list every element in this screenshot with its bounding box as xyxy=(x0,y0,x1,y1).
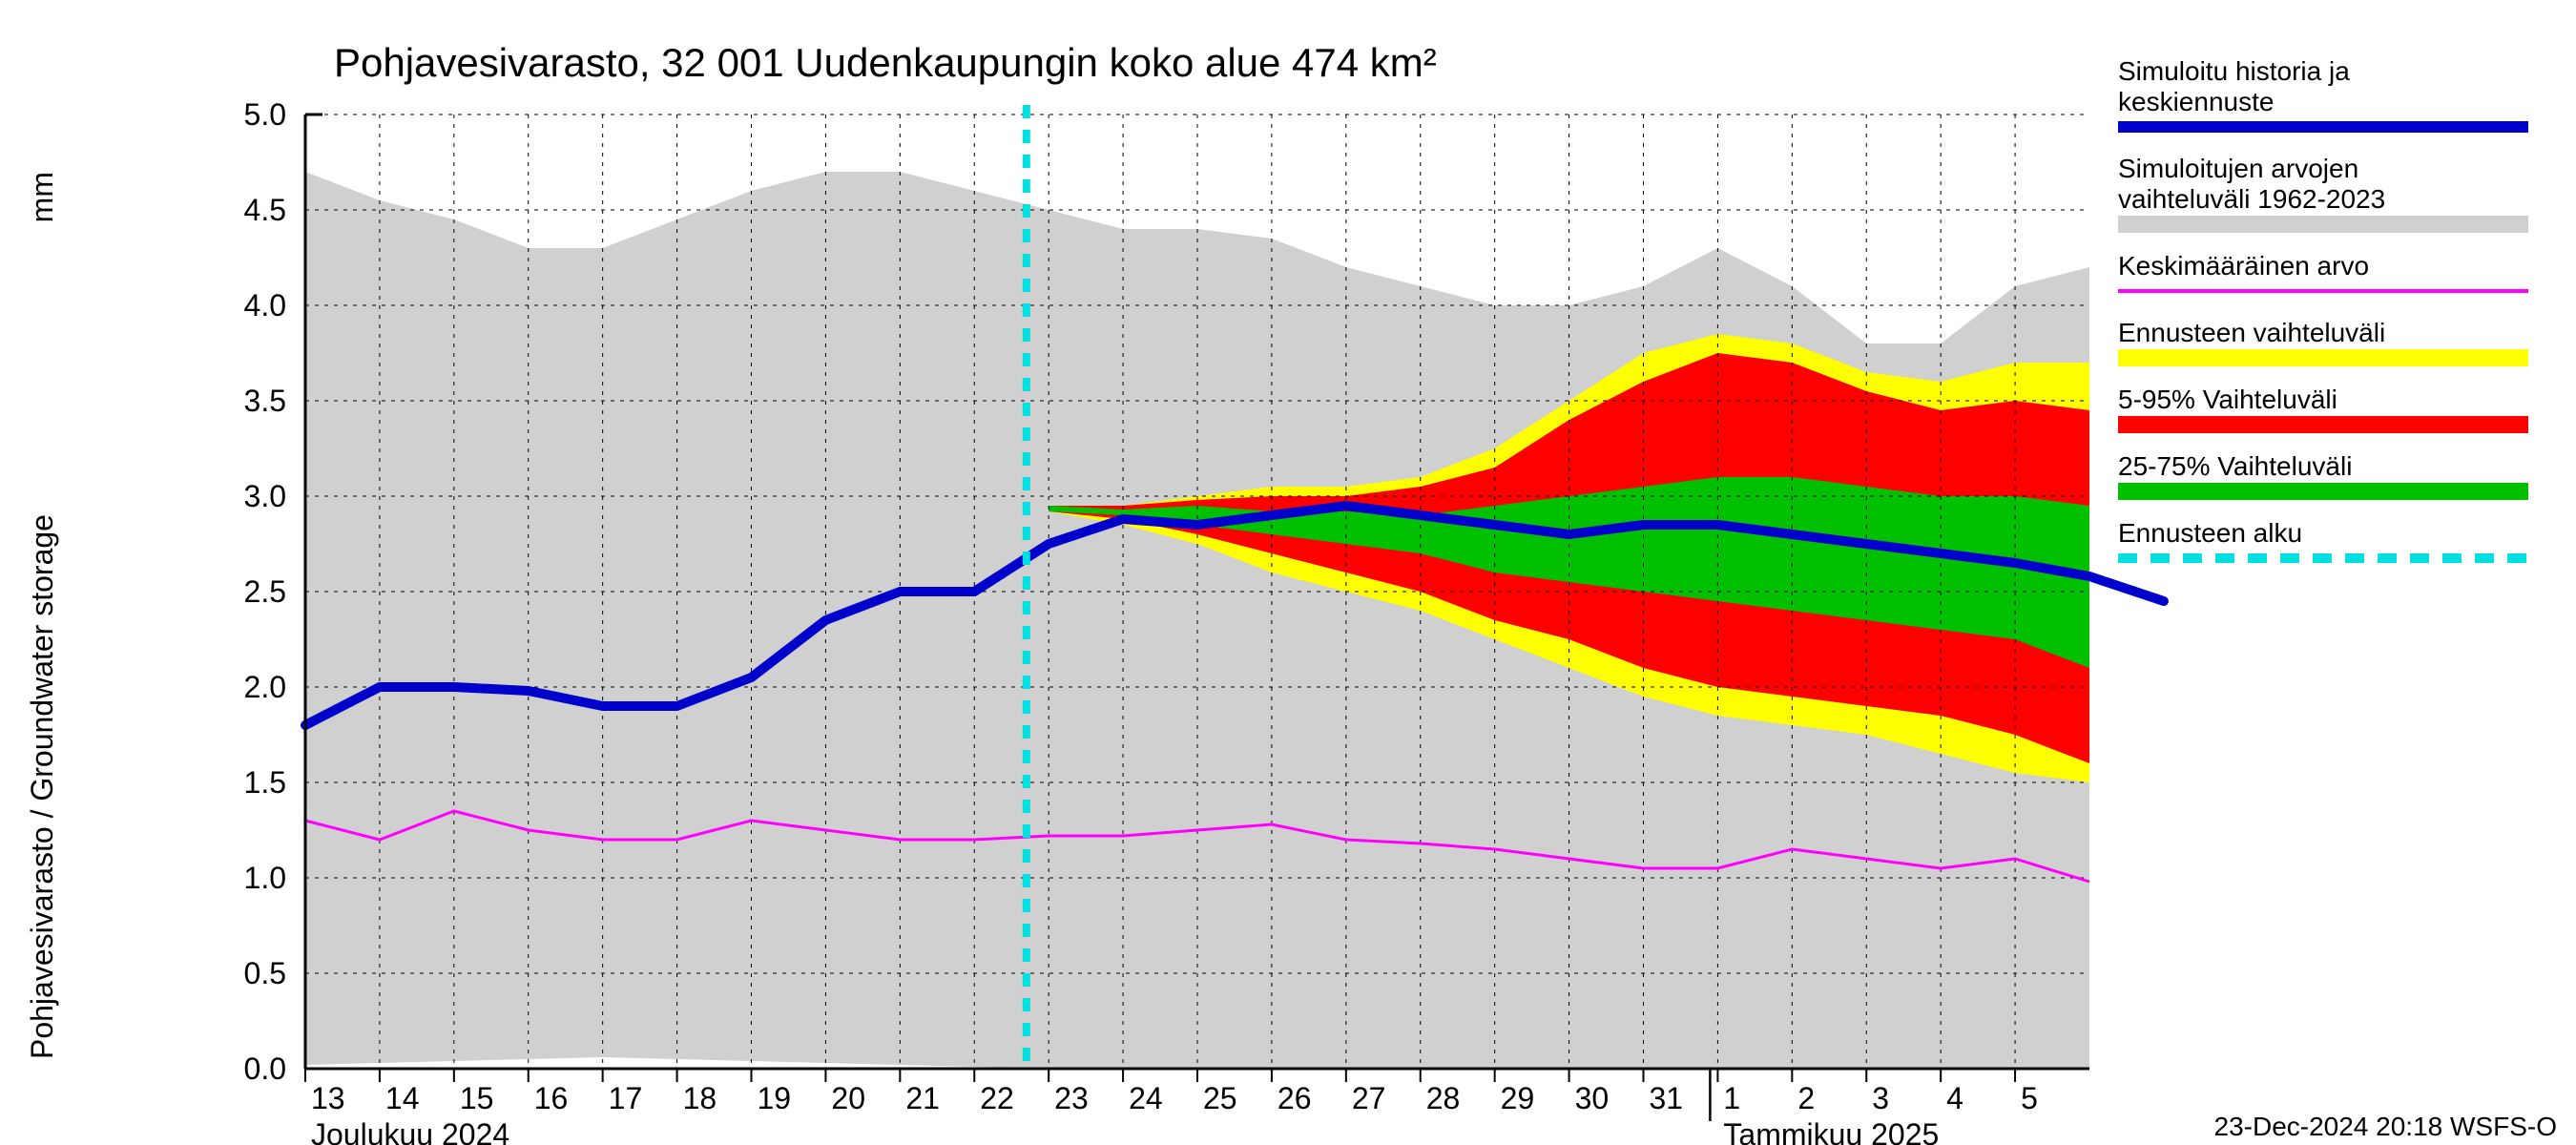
y-tick-label: 4.5 xyxy=(244,193,286,227)
x-tick-label: 28 xyxy=(1426,1081,1461,1115)
chart-container: 0.00.51.01.52.02.53.03.54.04.55.01314151… xyxy=(0,0,2576,1145)
month-label-fi: Tammikuu 2025 xyxy=(1723,1117,1939,1145)
x-tick-label: 1 xyxy=(1723,1081,1740,1115)
x-tick-label: 30 xyxy=(1575,1081,1610,1115)
x-tick-label: 13 xyxy=(311,1081,345,1115)
legend-label: vaihteluväli 1962-2023 xyxy=(2118,184,2385,214)
y-tick-label: 3.5 xyxy=(244,384,286,418)
y-tick-label: 2.0 xyxy=(244,670,286,704)
x-tick-label: 26 xyxy=(1278,1081,1312,1115)
x-tick-label: 17 xyxy=(609,1081,643,1115)
y-tick-label: 0.0 xyxy=(244,1051,286,1086)
x-tick-label: 23 xyxy=(1054,1081,1089,1115)
y-tick-label: 3.0 xyxy=(244,479,286,513)
x-tick-label: 15 xyxy=(460,1081,494,1115)
y-tick-label: 1.0 xyxy=(244,861,286,895)
y-axis-unit: mm xyxy=(25,172,59,222)
chart-svg: 0.00.51.01.52.02.53.03.54.04.55.01314151… xyxy=(0,0,2576,1145)
legend-label: Ennusteen vaihteluväli xyxy=(2118,318,2385,347)
x-tick-label: 3 xyxy=(1872,1081,1889,1115)
x-tick-label: 29 xyxy=(1501,1081,1535,1115)
x-tick-label: 5 xyxy=(2021,1081,2038,1115)
x-tick-label: 25 xyxy=(1203,1081,1237,1115)
x-tick-label: 24 xyxy=(1129,1081,1163,1115)
x-tick-label: 22 xyxy=(980,1081,1014,1115)
legend-swatch xyxy=(2118,216,2528,233)
x-tick-label: 2 xyxy=(1797,1081,1815,1115)
chart-title: Pohjavesivarasto, 32 001 Uudenkaupungin … xyxy=(334,40,1437,85)
x-tick-label: 14 xyxy=(385,1081,420,1115)
x-tick-label: 16 xyxy=(534,1081,569,1115)
y-tick-label: 0.5 xyxy=(244,956,286,990)
legend-label: Simuloitujen arvojen xyxy=(2118,154,2358,183)
legend-label: keskiennuste xyxy=(2118,87,2274,116)
legend-swatch xyxy=(2118,416,2528,433)
legend-swatch xyxy=(2118,483,2528,500)
footer-timestamp: 23-Dec-2024 20:18 WSFS-O xyxy=(2214,1112,2558,1141)
y-tick-label: 4.0 xyxy=(244,288,286,323)
legend-label: 5-95% Vaihteluväli xyxy=(2118,385,2337,414)
month-label-fi: Joulukuu 2024 xyxy=(311,1117,509,1145)
x-tick-label: 21 xyxy=(905,1081,940,1115)
y-axis-title: Pohjavesivarasto / Groundwater storage xyxy=(25,514,59,1059)
legend-label: Keskimääräinen arvo xyxy=(2118,251,2369,281)
x-tick-label: 27 xyxy=(1352,1081,1386,1115)
x-tick-label: 4 xyxy=(1946,1081,1963,1115)
legend-label: 25-75% Vaihteluväli xyxy=(2118,451,2352,481)
legend-swatch xyxy=(2118,349,2528,366)
x-tick-label: 31 xyxy=(1650,1081,1684,1115)
legend-label: Ennusteen alku xyxy=(2118,518,2302,548)
x-tick-label: 19 xyxy=(758,1081,792,1115)
x-tick-label: 18 xyxy=(683,1081,717,1115)
y-tick-label: 1.5 xyxy=(244,765,286,800)
y-tick-label: 2.5 xyxy=(244,574,286,609)
x-tick-label: 20 xyxy=(831,1081,865,1115)
legend-label: Simuloitu historia ja xyxy=(2118,56,2350,86)
y-tick-label: 5.0 xyxy=(244,97,286,132)
